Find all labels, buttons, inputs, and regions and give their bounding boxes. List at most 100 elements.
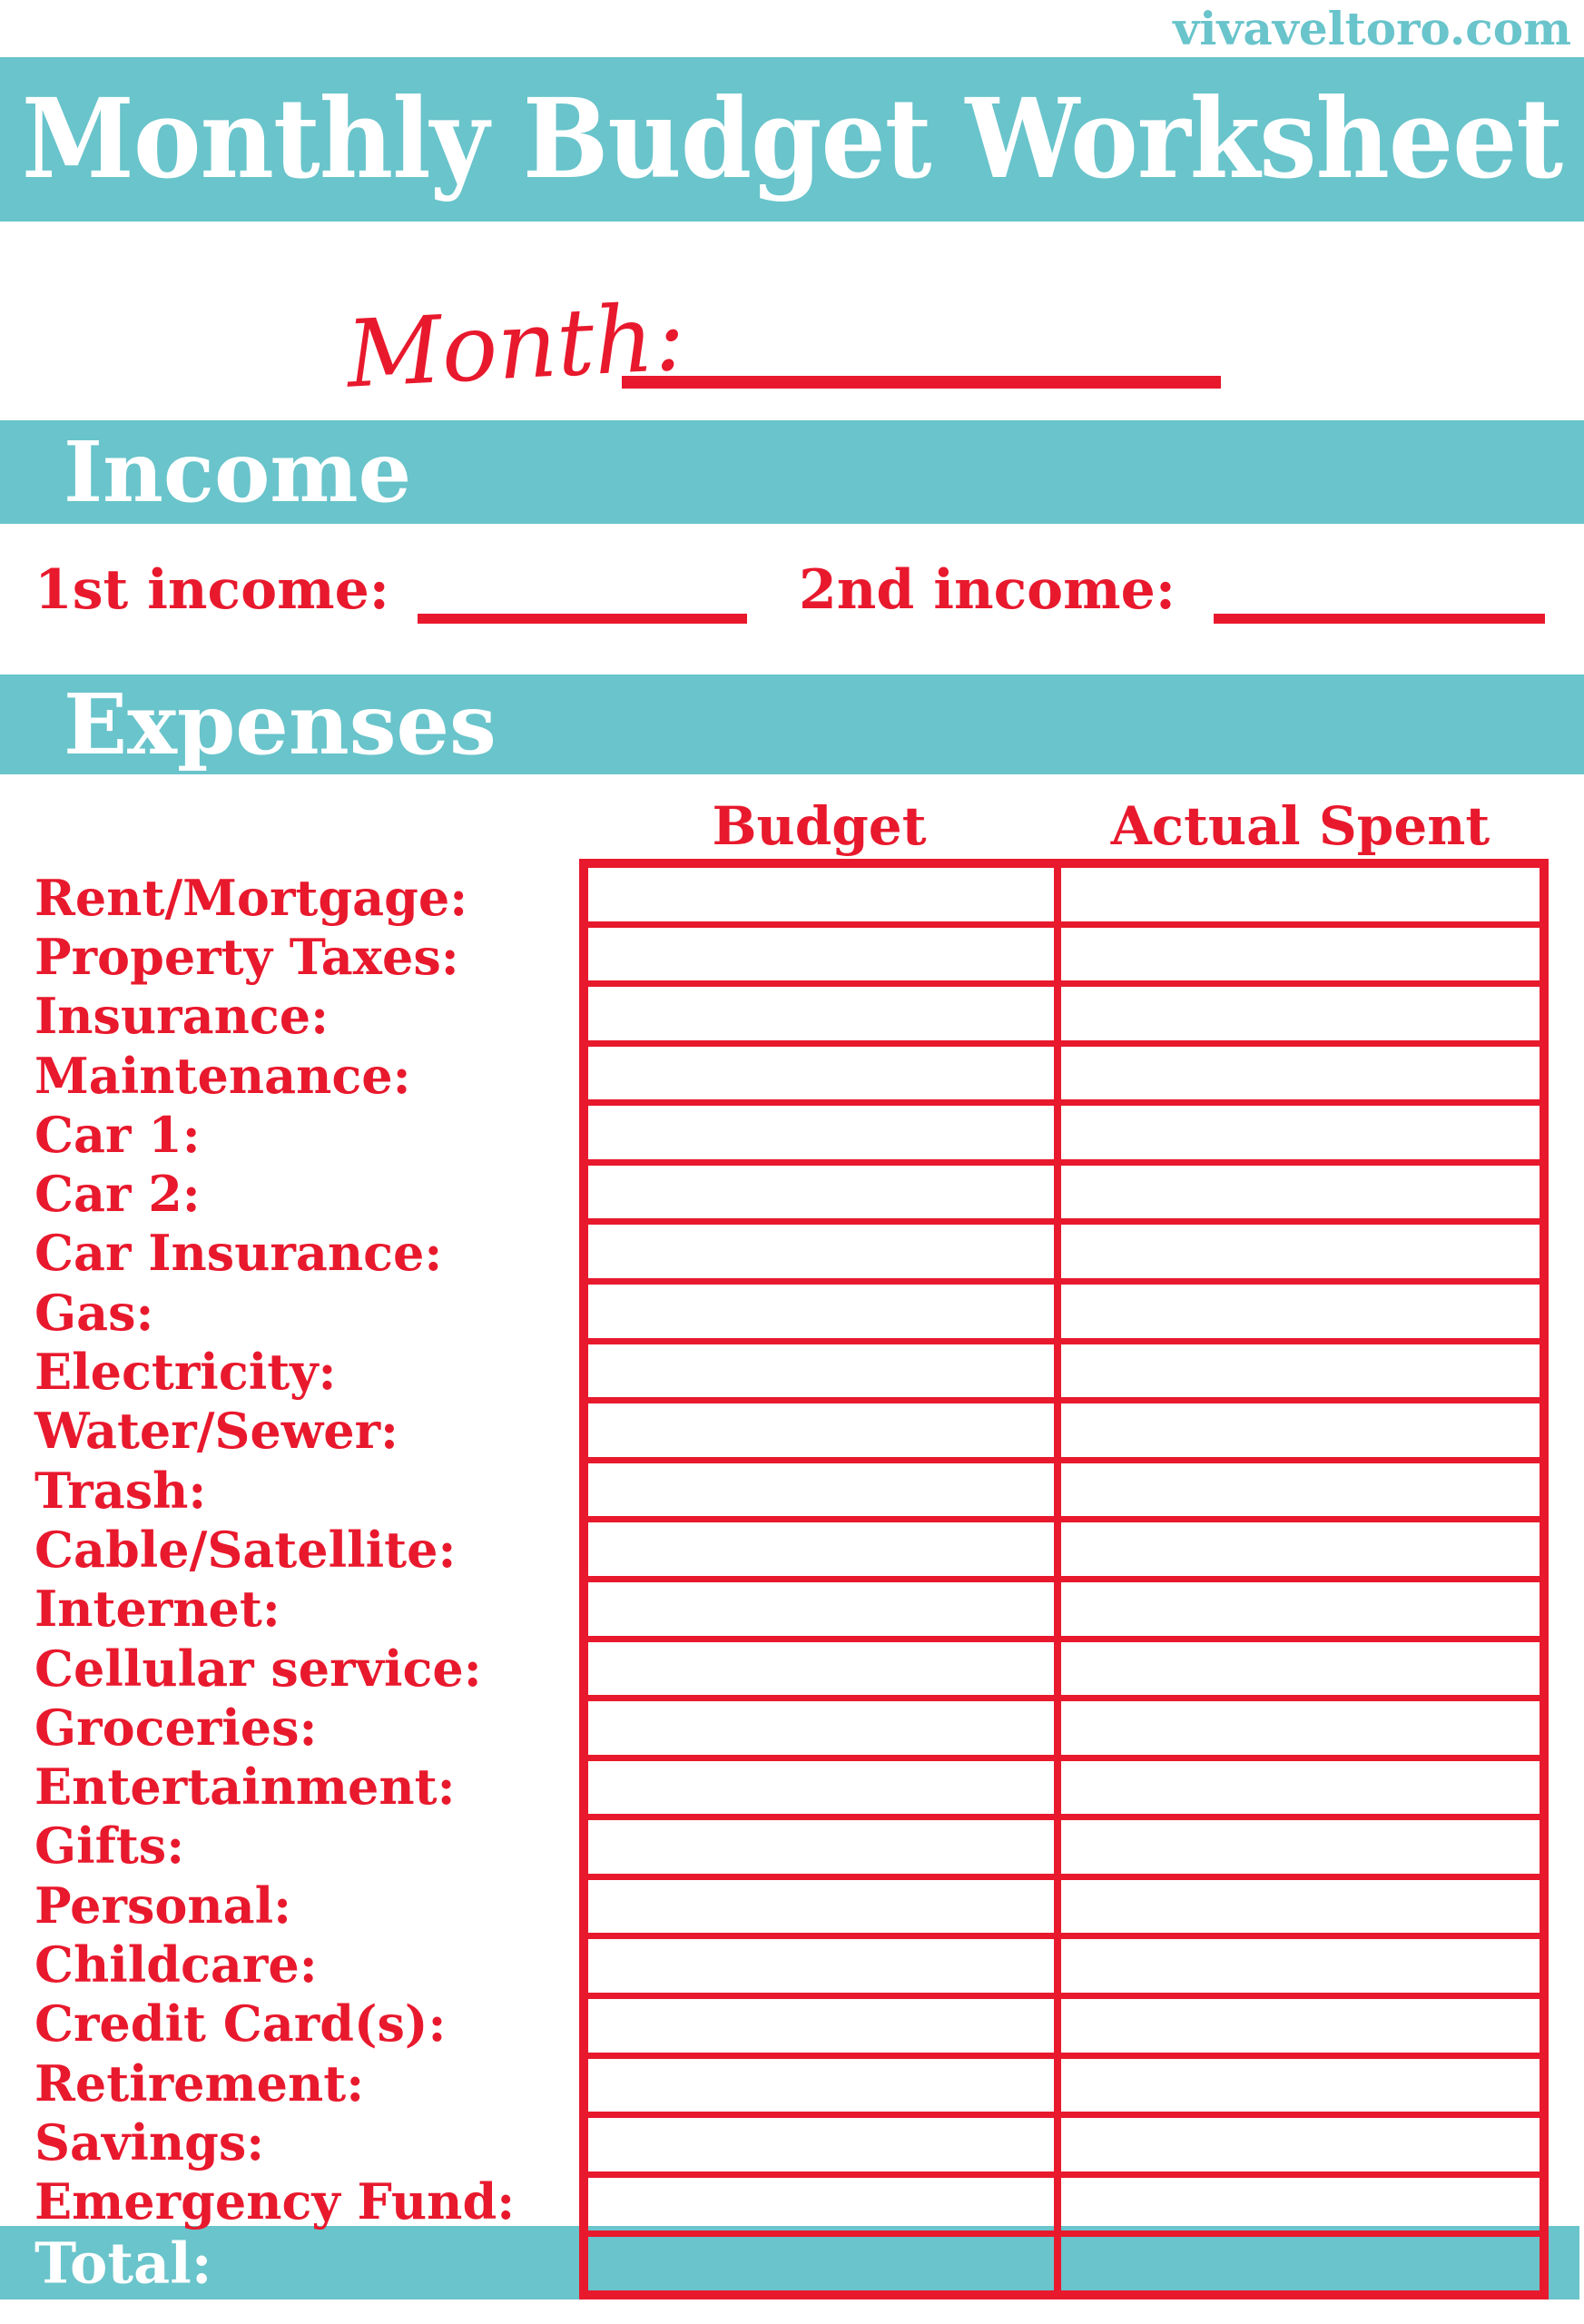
actual-spent-cell[interactable]	[1061, 2059, 1540, 2112]
expense-row	[588, 868, 1540, 928]
actual-spent-cell[interactable]	[1061, 1820, 1540, 1874]
title-band: Monthly Budget Worksheet	[0, 57, 1584, 222]
total-row	[588, 2237, 1540, 2290]
expense-label: Electricity:	[34, 1343, 337, 1402]
expense-label: Property Taxes:	[34, 927, 459, 986]
expense-row	[588, 2177, 1540, 2238]
budget-cell[interactable]	[588, 868, 1061, 921]
budget-cell[interactable]	[588, 1939, 1061, 1993]
budget-cell[interactable]	[588, 1998, 1061, 2053]
expense-label: Gas:	[34, 1283, 154, 1342]
expense-row	[588, 1225, 1540, 1285]
expense-row	[588, 1522, 1540, 1582]
page-title: Monthly Budget Worksheet	[21, 74, 1563, 204]
actual-spent-cell[interactable]	[1061, 1285, 1540, 1338]
expense-row	[588, 1046, 1540, 1107]
actual-spent-cell[interactable]	[1061, 1047, 1540, 1100]
expense-row	[588, 1820, 1540, 1880]
expense-label: Retirement:	[34, 2053, 365, 2112]
actual-spent-cell[interactable]	[1061, 868, 1540, 921]
budget-cell[interactable]	[588, 1344, 1061, 1398]
budget-cell[interactable]	[588, 1820, 1061, 1874]
expense-label: Gifts:	[34, 1817, 185, 1876]
budget-cell[interactable]	[588, 1701, 1061, 1755]
expense-row	[588, 1641, 1540, 1702]
expense-row	[588, 1462, 1540, 1523]
budget-cell[interactable]	[588, 987, 1061, 1040]
budget-cell[interactable]	[588, 1225, 1061, 1279]
budget-cell[interactable]	[588, 2237, 1061, 2290]
budget-cell[interactable]	[588, 2118, 1061, 2171]
expense-row	[588, 1403, 1540, 1463]
actual-spent-cell[interactable]	[1061, 1939, 1540, 1993]
expense-row	[588, 2118, 1540, 2178]
budget-cell[interactable]	[588, 2058, 1061, 2112]
actual-spent-cell[interactable]	[1061, 1463, 1540, 1517]
actual-spent-cell[interactable]	[1061, 1522, 1540, 1576]
first-income-input-line[interactable]	[418, 614, 747, 624]
expenses-section-band: Expenses	[0, 675, 1584, 774]
budget-cell[interactable]	[588, 1462, 1061, 1517]
budget-cell[interactable]	[588, 1285, 1061, 1338]
expense-row	[588, 1581, 1540, 1642]
expense-label: Rent/Mortgage:	[34, 868, 468, 927]
actual-spent-column-header: Actual Spent	[1110, 795, 1491, 857]
actual-spent-cell[interactable]	[1061, 2237, 1540, 2290]
expense-label: Entertainment:	[34, 1758, 456, 1817]
actual-spent-cell[interactable]	[1061, 1403, 1540, 1457]
expense-label: Car 2:	[34, 1165, 201, 1224]
actual-spent-cell[interactable]	[1061, 1880, 1540, 1934]
actual-spent-cell[interactable]	[1061, 2118, 1540, 2171]
expense-label: Cable/Satellite:	[34, 1520, 457, 1579]
budget-cell[interactable]	[588, 927, 1061, 981]
budget-cell[interactable]	[588, 1165, 1061, 1219]
expenses-heading: Expenses	[64, 675, 497, 773]
expense-label: Maintenance:	[34, 1046, 411, 1105]
expense-row	[588, 1344, 1540, 1404]
expense-row	[588, 927, 1540, 988]
expense-label: Emergency Fund:	[34, 2172, 516, 2231]
month-input-line[interactable]	[622, 376, 1221, 389]
expense-row	[588, 1998, 1540, 2059]
expense-row	[588, 1285, 1540, 1344]
actual-spent-cell[interactable]	[1061, 1642, 1540, 1696]
expense-labels: Rent/Mortgage: Property Taxes: Insurance: M…	[34, 868, 576, 2290]
budget-cell[interactable]	[588, 1046, 1061, 1100]
actual-spent-cell[interactable]	[1061, 2178, 1540, 2231]
actual-spent-cell[interactable]	[1061, 928, 1540, 981]
total-band: Total:	[0, 2226, 1579, 2299]
actual-spent-cell[interactable]	[1061, 1166, 1540, 1219]
actual-spent-cell[interactable]	[1061, 1344, 1540, 1398]
expense-row	[588, 987, 1540, 1047]
actual-spent-cell[interactable]	[1061, 1582, 1540, 1636]
second-income-label: 2nd income:	[799, 558, 1176, 622]
budget-cell[interactable]	[588, 2177, 1061, 2231]
budget-cell[interactable]	[588, 1106, 1061, 1159]
expense-table	[579, 859, 1549, 2299]
actual-spent-cell[interactable]	[1061, 1701, 1540, 1755]
actual-spent-cell[interactable]	[1061, 1761, 1540, 1815]
expense-row	[588, 1106, 1540, 1166]
actual-spent-cell[interactable]	[1061, 1106, 1540, 1159]
budget-cell[interactable]	[588, 1403, 1061, 1457]
expense-row	[588, 2058, 1540, 2119]
actual-spent-cell[interactable]	[1061, 1225, 1540, 1278]
expense-row	[588, 1165, 1540, 1226]
actual-spent-cell[interactable]	[1061, 1999, 1540, 2053]
budget-cell[interactable]	[588, 1760, 1061, 1815]
budget-cell[interactable]	[588, 1522, 1061, 1576]
expense-label: Water/Sewer:	[34, 1402, 398, 1461]
budget-cell[interactable]	[588, 1581, 1061, 1636]
expense-label: Insurance:	[34, 987, 330, 1046]
expense-label: Personal:	[34, 1876, 292, 1935]
first-income-label: 1st income:	[34, 558, 389, 622]
actual-spent-cell[interactable]	[1061, 987, 1540, 1040]
second-income-input-line[interactable]	[1214, 614, 1545, 624]
expense-label: Childcare:	[34, 1935, 318, 1994]
income-section-band: Income	[0, 420, 1584, 524]
budget-cell[interactable]	[588, 1641, 1061, 1696]
budget-cell[interactable]	[588, 1879, 1061, 1934]
expense-row	[588, 1701, 1540, 1761]
expense-label: Credit Card(s):	[34, 1994, 447, 2053]
expense-label: Savings:	[34, 2112, 265, 2171]
